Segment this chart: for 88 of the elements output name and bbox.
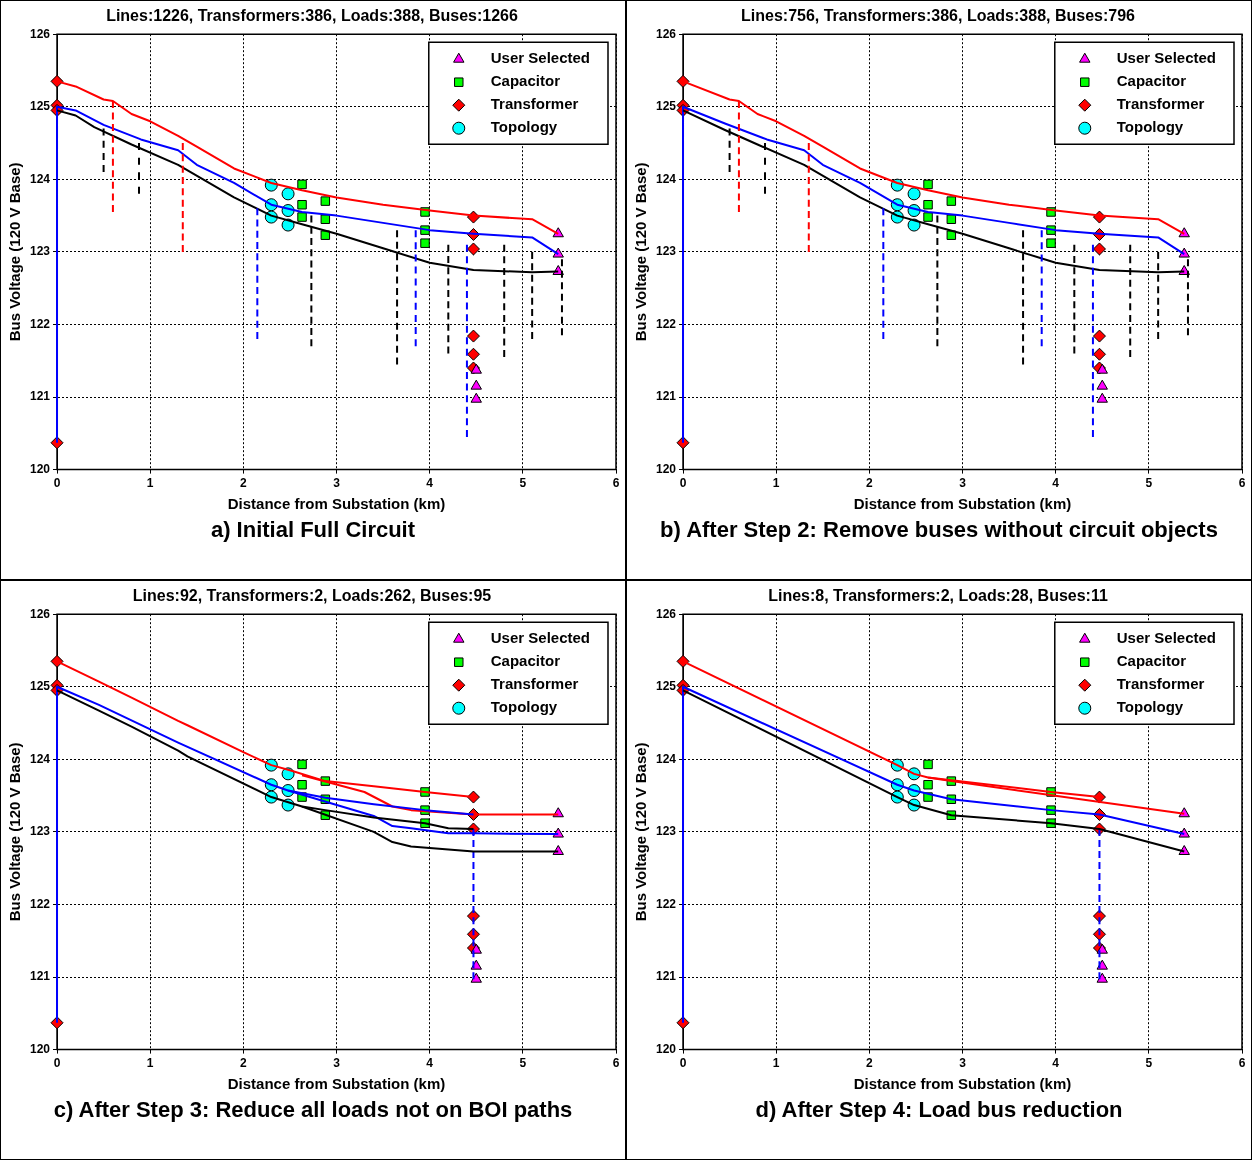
legend-label: Topology xyxy=(1116,698,1184,716)
legend-label: Topology xyxy=(490,698,558,716)
text: a) Initial Full Circuit xyxy=(209,516,417,544)
x-tick-label: 4 xyxy=(426,476,434,491)
y-tick-label: 125 xyxy=(655,99,677,114)
x-tick-label: 6 xyxy=(1238,476,1246,491)
y-tick-label: 126 xyxy=(29,606,51,621)
x-tick-label: 2 xyxy=(866,1056,873,1071)
y-tick-label: 126 xyxy=(655,606,677,621)
x-tick-label: 0 xyxy=(53,476,61,491)
x-axis-title: Distance from Substation (km) xyxy=(853,495,1072,513)
y-tick-label: 123 xyxy=(655,244,677,259)
x-tick-label: 2 xyxy=(240,1056,247,1071)
y-axis-title: Bus Voltage (120 V Base) xyxy=(6,742,24,922)
legend-label: Transformer xyxy=(1116,675,1205,693)
y-tick-label: 126 xyxy=(655,26,677,41)
y-tick-label: 123 xyxy=(29,244,51,259)
text: d) After Step 4: Load bus reduction xyxy=(754,1096,1124,1124)
legend-label: Topology xyxy=(1116,118,1184,136)
legend-label: User Selected xyxy=(490,629,591,647)
legend-label: Transformer xyxy=(490,675,579,693)
x-tick-label: 4 xyxy=(1052,476,1060,491)
y-tick-label: 121 xyxy=(655,969,677,984)
x-tick-label: 1 xyxy=(772,476,780,491)
y-tick-label: 122 xyxy=(655,316,677,331)
y-tick-label: 120 xyxy=(655,461,677,476)
legend-label: Topology xyxy=(490,118,558,136)
y-tick-label: 125 xyxy=(29,99,51,114)
y-tick-label: 123 xyxy=(29,824,51,839)
y-tick-label: 124 xyxy=(29,751,51,766)
y-tick-label: 126 xyxy=(29,26,51,41)
chart-title: Lines:756, Transformers:386, Loads:388, Buses:796 xyxy=(741,7,1136,25)
y-tick-label: 122 xyxy=(655,896,677,911)
legend-label: Capacitor xyxy=(1116,72,1187,90)
legend-label: Capacitor xyxy=(490,72,561,90)
x-tick-label: 4 xyxy=(426,1056,434,1071)
y-tick-label: 120 xyxy=(29,1041,51,1056)
y-axis-title: Bus Voltage (120 V Base) xyxy=(632,742,650,922)
x-tick-label: 5 xyxy=(1145,1056,1153,1071)
x-tick-label: 0 xyxy=(53,1056,61,1071)
legend-label: Capacitor xyxy=(1116,652,1187,670)
legend-label: User Selected xyxy=(1116,629,1217,647)
x-tick-label: 3 xyxy=(333,1056,341,1071)
x-tick-label: 5 xyxy=(519,476,527,491)
legend-label: User Selected xyxy=(1116,49,1217,67)
y-tick-label: 121 xyxy=(655,389,677,404)
y-tick-label: 121 xyxy=(29,969,51,984)
x-tick-label: 4 xyxy=(1052,1056,1060,1071)
x-tick-label: 2 xyxy=(240,476,247,491)
x-tick-label: 5 xyxy=(519,1056,527,1071)
y-tick-label: 120 xyxy=(655,1041,677,1056)
x-tick-label: 6 xyxy=(612,1056,620,1071)
x-tick-label: 6 xyxy=(1238,1056,1246,1071)
chart-title: Lines:1226, Transformers:386, Loads:388, Buses:1266 xyxy=(106,7,518,25)
y-tick-label: 125 xyxy=(655,679,677,694)
x-axis-title: Distance from Substation (km) xyxy=(227,1075,446,1093)
chart-title: Lines:8, Transformers:2, Loads:28, Buses:11 xyxy=(768,587,1108,605)
y-tick-label: 120 xyxy=(29,461,51,476)
x-tick-label: 0 xyxy=(679,1056,687,1071)
x-tick-label: 3 xyxy=(333,476,341,491)
y-tick-label: 121 xyxy=(29,389,51,404)
legend-label: Transformer xyxy=(490,95,579,113)
y-tick-label: 122 xyxy=(29,896,51,911)
x-tick-label: 3 xyxy=(959,476,967,491)
y-axis-title: Bus Voltage (120 V Base) xyxy=(632,162,650,342)
y-tick-label: 124 xyxy=(29,171,51,186)
x-tick-label: 6 xyxy=(612,476,620,491)
x-tick-label: 3 xyxy=(959,1056,967,1071)
x-axis-title: Distance from Substation (km) xyxy=(853,1075,1072,1093)
x-tick-label: 1 xyxy=(772,1056,780,1071)
y-tick-label: 124 xyxy=(655,171,677,186)
legend-label: Capacitor xyxy=(490,652,561,670)
text: c) After Step 3: Reduce all loads not on BOI paths xyxy=(52,1096,574,1124)
x-tick-label: 1 xyxy=(146,1056,154,1071)
y-tick-label: 123 xyxy=(655,824,677,839)
y-tick-label: 122 xyxy=(29,316,51,331)
x-tick-label: 2 xyxy=(866,476,873,491)
x-axis-title: Distance from Substation (km) xyxy=(227,495,446,513)
legend-label: Transformer xyxy=(1116,95,1205,113)
y-tick-label: 125 xyxy=(29,679,51,694)
y-tick-label: 124 xyxy=(655,751,677,766)
x-tick-label: 1 xyxy=(146,476,154,491)
text: b) After Step 2: Remove buses without circuit objects xyxy=(659,516,1219,544)
y-axis-title: Bus Voltage (120 V Base) xyxy=(6,162,24,342)
x-tick-label: 0 xyxy=(679,476,687,491)
chart-title: Lines:92, Transformers:2, Loads:262, Buses:95 xyxy=(132,587,492,605)
x-tick-label: 5 xyxy=(1145,476,1153,491)
legend-label: User Selected xyxy=(490,49,591,67)
